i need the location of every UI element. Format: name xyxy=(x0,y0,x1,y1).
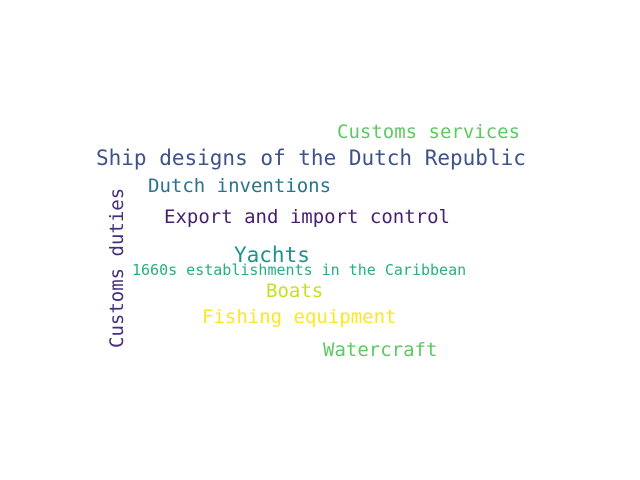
word-yachts: Yachts xyxy=(234,243,310,267)
word-1660s-establishments-caribbean: 1660s establishments in the Caribbean xyxy=(132,261,467,279)
word-ship-designs-dutch-republic: Ship designs of the Dutch Republic xyxy=(96,146,526,170)
word-dutch-inventions: Dutch inventions xyxy=(148,175,332,197)
word-boats: Boats xyxy=(266,280,324,302)
word-watercraft: Watercraft xyxy=(323,339,438,361)
word-customs-services: Customs services xyxy=(337,121,521,143)
word-customs-duties: Customs duties xyxy=(106,187,128,348)
word-fishing-equipment: Fishing equipment xyxy=(202,306,397,328)
word-export-import-control: Export and import control xyxy=(164,206,450,228)
